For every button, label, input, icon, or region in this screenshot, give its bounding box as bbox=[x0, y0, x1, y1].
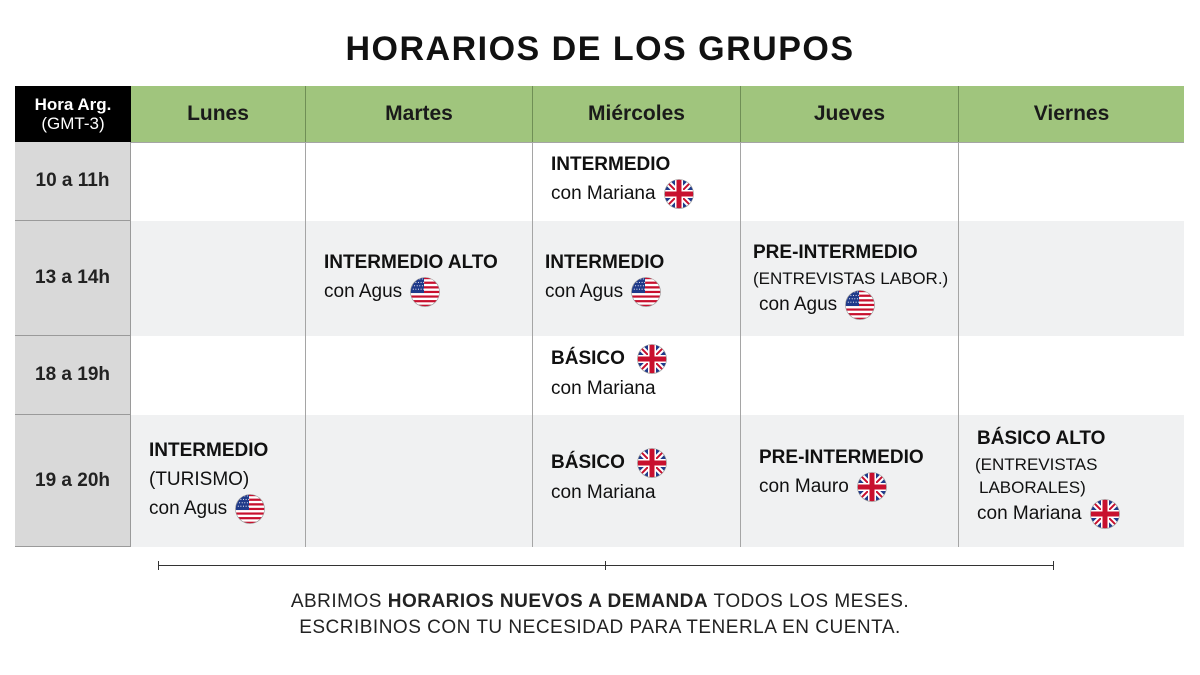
time-cell: 18 a 19h bbox=[15, 336, 131, 415]
footer-text: TODOS LOS MESES. bbox=[708, 591, 910, 612]
slot-wed-18: BÁSICO con Mariana bbox=[551, 344, 667, 403]
uk-flag-icon bbox=[637, 344, 667, 374]
note-label: (ENTREVISTAS bbox=[975, 455, 1098, 474]
row-divider bbox=[131, 142, 1184, 143]
time-column-header-label: Hora Arg. bbox=[34, 95, 112, 114]
column-divider bbox=[131, 142, 306, 547]
level-label: INTERMEDIO bbox=[149, 440, 269, 461]
uk-flag-icon bbox=[637, 448, 667, 478]
teacher-label: con Mariana bbox=[977, 503, 1082, 525]
day-header-miercoles: Miércoles bbox=[533, 86, 741, 142]
page-title: HORARIOS DE LOS GRUPOS bbox=[345, 30, 855, 68]
footer-divider-tick bbox=[1053, 561, 1054, 570]
row-shade bbox=[131, 221, 1184, 336]
teacher-label: con Mariana bbox=[551, 378, 656, 399]
column-divider bbox=[306, 142, 533, 547]
schedule-table: Hora Arg. (GMT-3) Lunes Martes Miércoles… bbox=[15, 86, 1184, 547]
teacher-label: con Agus bbox=[149, 498, 228, 520]
slot-wed-19: BÁSICO con Mariana bbox=[551, 448, 667, 507]
level-label: PRE-INTERMEDIO bbox=[753, 242, 918, 263]
day-header-jueves: Jueves bbox=[741, 86, 959, 142]
column-divider bbox=[741, 142, 959, 547]
us-flag-icon bbox=[410, 277, 440, 307]
teacher-label: con Agus bbox=[545, 281, 624, 303]
time-column-header: Hora Arg. (GMT-3) bbox=[15, 86, 131, 142]
slot-fri-19: BÁSICO ALTO (ENTREVISTAS LABORALES) con … bbox=[975, 424, 1120, 529]
level-label: INTERMEDIO ALTO bbox=[324, 252, 498, 273]
slot-wed-13: INTERMEDIO con Agus bbox=[545, 248, 664, 307]
day-header-martes: Martes bbox=[306, 86, 533, 142]
teacher-label: con Agus bbox=[759, 294, 838, 316]
teacher-label: con Mauro bbox=[759, 476, 849, 498]
uk-flag-icon bbox=[1089, 499, 1120, 529]
slot-thu-19: PRE-INTERMEDIO con Mauro bbox=[759, 443, 924, 502]
footer-divider-tick bbox=[605, 561, 606, 570]
footer-line-1: ABRIMOS HORARIOS NUEVOS A DEMANDA TODOS … bbox=[0, 591, 1200, 613]
us-flag-icon bbox=[631, 277, 661, 307]
level-label: PRE-INTERMEDIO bbox=[759, 447, 924, 468]
footer-divider-tick bbox=[158, 561, 159, 570]
us-flag-icon bbox=[235, 494, 265, 524]
time-cell: 19 a 20h bbox=[15, 415, 131, 547]
footer-text: ABRIMOS bbox=[290, 591, 388, 612]
uk-flag-icon bbox=[663, 179, 694, 209]
time-cell: 10 a 11h bbox=[15, 142, 131, 221]
level-label: BÁSICO bbox=[551, 348, 625, 370]
teacher-label: con Mariana bbox=[551, 482, 656, 503]
level-label: BÁSICO bbox=[551, 452, 625, 474]
note-label: LABORALES) bbox=[979, 478, 1086, 497]
footer-divider bbox=[158, 565, 1054, 566]
level-label: INTERMEDIO bbox=[545, 252, 665, 273]
level-label: INTERMEDIO bbox=[551, 154, 671, 175]
day-header-lunes: Lunes bbox=[131, 86, 306, 142]
footer-line-2: ESCRIBINOS CON TU NECESIDAD PARA TENERLA… bbox=[299, 617, 901, 638]
slot-tue-13: INTERMEDIO ALTO con Agus bbox=[324, 248, 498, 307]
teacher-label: con Mariana bbox=[551, 183, 656, 205]
teacher-label: con Agus bbox=[324, 281, 403, 303]
note-label: (TURISMO) bbox=[149, 469, 250, 490]
time-cell: 13 a 14h bbox=[15, 221, 131, 336]
row-shade bbox=[131, 415, 1184, 547]
note-label: (ENTREVISTAS LABOR.) bbox=[753, 269, 949, 288]
slot-wed-10: INTERMEDIO con Mariana bbox=[551, 150, 694, 209]
slot-thu-13: PRE-INTERMEDIO (ENTREVISTAS LABOR.) con … bbox=[753, 238, 948, 320]
level-label: BÁSICO ALTO bbox=[977, 428, 1106, 449]
uk-flag-icon bbox=[856, 472, 887, 502]
footer-highlight: HORARIOS NUEVOS A DEMANDA bbox=[387, 591, 709, 612]
day-header-viernes: Viernes bbox=[959, 86, 1184, 142]
column-divider bbox=[533, 142, 741, 547]
time-column-header-zone: (GMT-3) bbox=[41, 114, 105, 133]
slot-mon-19: INTERMEDIO (TURISMO) con Agus bbox=[149, 436, 268, 524]
us-flag-icon bbox=[845, 290, 875, 320]
